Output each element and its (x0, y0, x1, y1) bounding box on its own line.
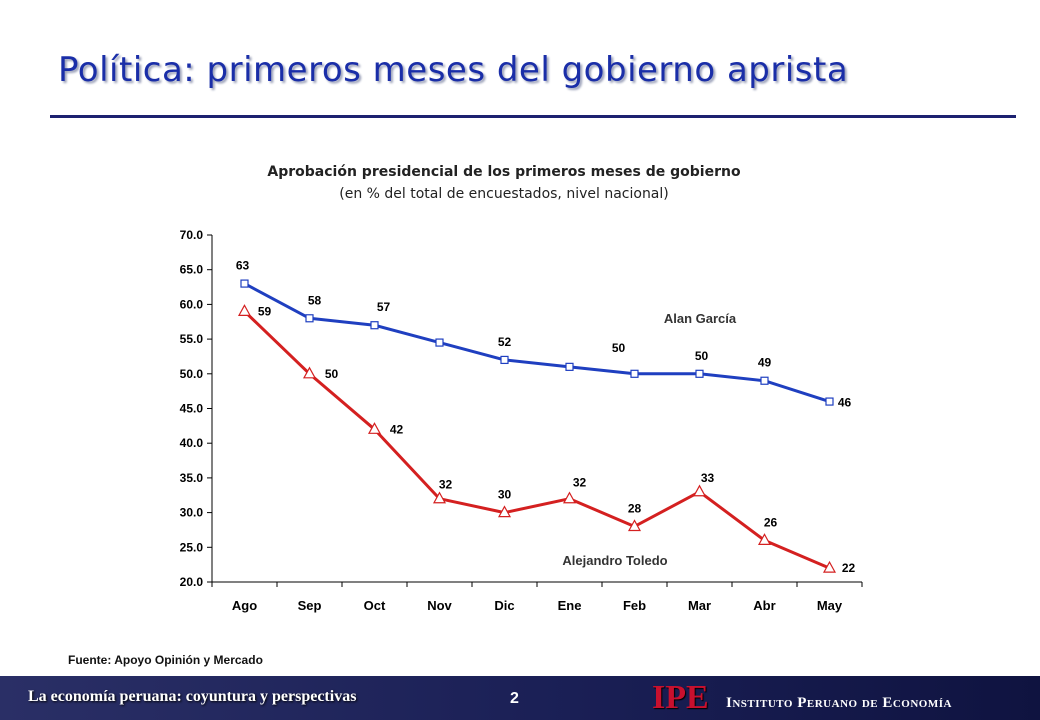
footer-bar (0, 676, 1040, 720)
data-label: 52 (498, 335, 512, 349)
data-point-triangle (237, 304, 252, 316)
data-label: 32 (439, 478, 453, 492)
x-tick-label: Ago (232, 598, 257, 613)
y-tick-label: 35.0 (180, 471, 204, 485)
x-tick-label: May (817, 598, 843, 613)
y-tick-label: 30.0 (180, 506, 204, 520)
y-tick-label: 70.0 (180, 228, 204, 242)
data-point-triangle (822, 560, 837, 573)
data-label: 28 (628, 501, 642, 515)
data-point-triangle (432, 491, 447, 504)
x-tick-label: Dic (494, 598, 514, 613)
y-tick-label: 50.0 (180, 367, 204, 381)
x-tick-label: Abr (753, 598, 775, 613)
series-line-1 (243, 310, 831, 570)
series-line-0 (243, 282, 830, 403)
data-label: 46 (838, 396, 852, 410)
chart-subtitle: (en % del total de encuestados, nivel na… (339, 186, 669, 202)
data-point-square (825, 397, 834, 406)
data-label: 59 (258, 304, 272, 318)
data-label: 33 (701, 471, 715, 485)
data-label: 42 (390, 422, 404, 436)
data-point-square (435, 338, 444, 347)
data-label: 58 (308, 293, 322, 307)
data-label: 63 (236, 259, 250, 273)
data-label: 50 (612, 341, 626, 355)
data-label: 49 (758, 356, 772, 370)
y-tick-label: 45.0 (180, 402, 204, 416)
data-point-triangle (367, 422, 382, 434)
data-point-triangle (497, 505, 512, 518)
data-point-square (760, 376, 769, 385)
data-point-square (500, 355, 509, 365)
source-note: Fuente: Apoyo Opinión y Mercado (68, 653, 263, 667)
y-tick-label: 65.0 (180, 263, 204, 277)
x-tick-label: Oct (364, 598, 386, 613)
slide-title: Política: primeros meses del gobierno ap… (58, 50, 849, 90)
data-point-square (240, 279, 249, 288)
data-label: 50 (695, 349, 709, 363)
data-point-square (630, 369, 639, 378)
title-rule (50, 115, 1016, 118)
x-tick-label: Feb (623, 598, 646, 613)
chart-title: Aprobación presidencial de los primeros … (267, 164, 741, 180)
logo-ipe: IPE (652, 679, 709, 716)
series-label-alejandro-toledo: Alejandro Toledo (562, 553, 667, 568)
data-point-square (305, 314, 314, 323)
y-tick-label: 20.0 (180, 575, 204, 589)
series-label-alan-garcia: Alan García (664, 311, 737, 326)
data-label: 50 (325, 367, 339, 381)
x-tick-label: Nov (427, 598, 452, 613)
data-point-square (370, 321, 379, 330)
x-tick-label: Ene (558, 598, 582, 613)
y-tick-label: 55.0 (180, 332, 204, 346)
data-point-square (565, 362, 574, 371)
page-number: 2 (510, 690, 519, 707)
data-point-triangle (302, 366, 317, 379)
data-point-triangle (562, 491, 577, 504)
x-tick-label: Mar (688, 598, 711, 613)
data-point-triangle (757, 533, 772, 545)
data-point-square (695, 369, 704, 378)
y-tick-label: 25.0 (180, 540, 204, 554)
y-tick-label: 40.0 (180, 436, 204, 450)
data-label: 22 (842, 561, 856, 575)
logo-institute-name: Instituto Peruano de Economía (726, 695, 952, 711)
footer-text: La economía peruana: coyuntura y perspec… (28, 688, 357, 705)
data-label: 57 (377, 300, 391, 314)
data-point-triangle (627, 519, 642, 532)
data-label: 30 (498, 488, 512, 502)
data-label: 32 (573, 476, 587, 490)
x-tick-label: Sep (298, 598, 322, 613)
data-point-triangle (692, 484, 707, 497)
y-tick-label: 60.0 (180, 297, 204, 311)
data-label: 26 (764, 515, 778, 529)
